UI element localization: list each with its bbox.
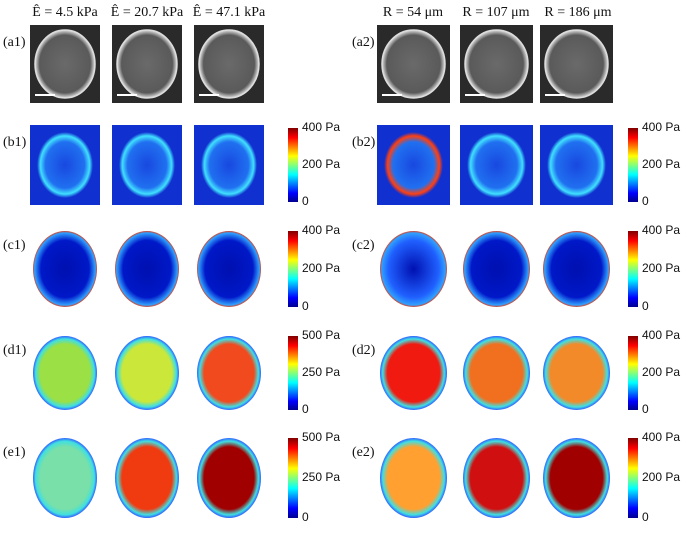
stress-ring bbox=[119, 132, 175, 198]
stress-map bbox=[33, 231, 97, 307]
panel-label: (c1) bbox=[3, 238, 26, 253]
colorbar-label: 400 Pa bbox=[302, 223, 340, 237]
stress-map bbox=[197, 336, 261, 410]
colorbar-label: 500 Pa bbox=[302, 430, 340, 444]
stress-map bbox=[543, 438, 610, 518]
colorbar bbox=[288, 128, 298, 202]
stress-map bbox=[463, 438, 530, 518]
panel-label: (d2) bbox=[352, 343, 376, 358]
colorbar-label: 250 Pa bbox=[302, 365, 340, 379]
cell-colony bbox=[464, 29, 529, 99]
cell-colony bbox=[198, 29, 260, 99]
stress-ring bbox=[37, 132, 93, 198]
colorbar-label: 0 bbox=[302, 510, 309, 524]
stress-map bbox=[463, 336, 530, 410]
stress-ring bbox=[201, 132, 257, 198]
colorbar-label: 0 bbox=[642, 510, 649, 524]
colorbar-label: 0 bbox=[302, 402, 309, 416]
cell-colony bbox=[544, 29, 609, 99]
panel-label: (e2) bbox=[352, 445, 375, 460]
column-header: R = 186 μm bbox=[544, 5, 611, 20]
colorbar bbox=[288, 336, 298, 410]
colorbar bbox=[288, 231, 298, 307]
stress-map bbox=[380, 231, 447, 307]
panel-label: (a2) bbox=[352, 35, 375, 50]
colorbar-label: 0 bbox=[642, 299, 649, 313]
panel-label: (e1) bbox=[3, 445, 26, 460]
colorbar-label: 400 Pa bbox=[642, 430, 680, 444]
stress-map bbox=[380, 336, 447, 410]
stress-map bbox=[543, 231, 610, 307]
colorbar-label: 200 Pa bbox=[642, 470, 680, 484]
colorbar-label: 0 bbox=[302, 194, 309, 208]
stress-map bbox=[380, 438, 447, 518]
colorbar bbox=[628, 438, 638, 518]
cell-colony bbox=[381, 29, 446, 99]
colorbar-label: 500 Pa bbox=[302, 328, 340, 342]
colorbar-label: 0 bbox=[642, 402, 649, 416]
stress-map bbox=[197, 231, 261, 307]
column-header: R = 107 μm bbox=[462, 5, 529, 20]
stress-map bbox=[463, 231, 530, 307]
colorbar-label: 200 Pa bbox=[302, 261, 340, 275]
column-header: R = 54 μm bbox=[383, 5, 443, 20]
colorbar-label: 200 Pa bbox=[642, 261, 680, 275]
colorbar-label: 200 Pa bbox=[642, 365, 680, 379]
panel-label: (a1) bbox=[3, 35, 26, 50]
cell-colony bbox=[116, 29, 178, 99]
colorbar bbox=[628, 231, 638, 307]
panel-label: (c2) bbox=[352, 238, 375, 253]
stress-map bbox=[115, 231, 179, 307]
colorbar-label: 0 bbox=[642, 194, 649, 208]
column-header: Ê = 20.7 kPa bbox=[111, 3, 184, 20]
colorbar bbox=[628, 128, 638, 202]
colorbar bbox=[628, 336, 638, 410]
panel-label: (b2) bbox=[352, 135, 376, 150]
colorbar-label: 400 Pa bbox=[642, 328, 680, 342]
colorbar-label: 400 Pa bbox=[642, 120, 680, 134]
colorbar-label: 200 Pa bbox=[302, 157, 340, 171]
colorbar-label: 400 Pa bbox=[302, 120, 340, 134]
colorbar bbox=[288, 438, 298, 518]
stress-map bbox=[115, 438, 179, 518]
column-header: Ê = 4.5 kPa bbox=[32, 3, 98, 20]
stress-map bbox=[197, 438, 261, 518]
stress-map bbox=[115, 336, 179, 410]
cell-colony bbox=[34, 29, 96, 99]
column-header: Ê = 47.1 kPa bbox=[193, 3, 266, 20]
colorbar-label: 0 bbox=[302, 299, 309, 313]
panel-label: (d1) bbox=[3, 343, 27, 358]
colorbar-label: 200 Pa bbox=[642, 157, 680, 171]
stress-ring bbox=[467, 132, 526, 198]
stress-map bbox=[33, 336, 97, 410]
stress-ring bbox=[547, 132, 606, 198]
stress-map bbox=[543, 336, 610, 410]
panel-label: (b1) bbox=[3, 135, 27, 150]
colorbar-label: 400 Pa bbox=[642, 223, 680, 237]
stress-ring bbox=[384, 132, 443, 198]
stress-map bbox=[33, 438, 97, 518]
colorbar-label: 250 Pa bbox=[302, 470, 340, 484]
